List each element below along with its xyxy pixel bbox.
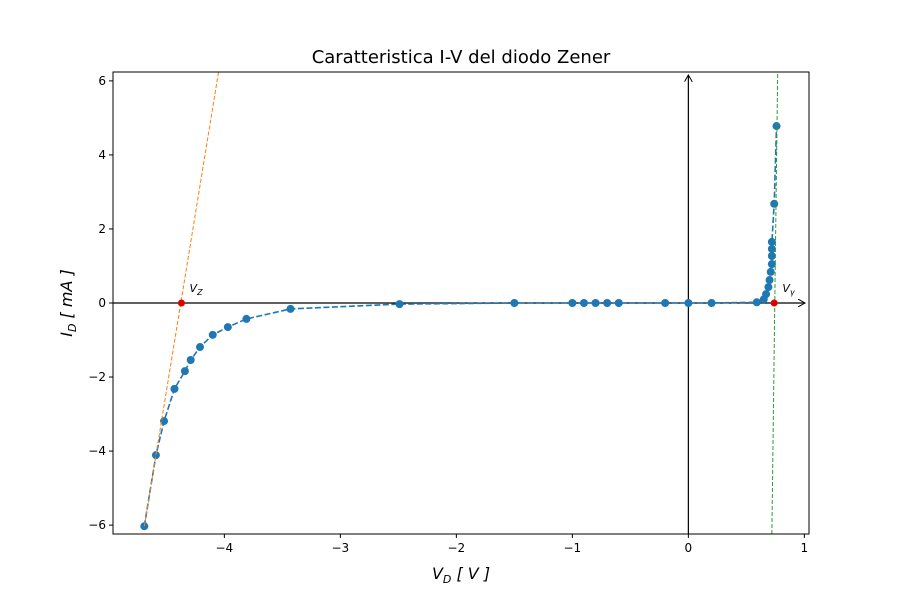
y-axis-label: ID [ mA ] xyxy=(57,269,79,336)
data-point xyxy=(196,343,204,352)
annotation: VZ xyxy=(190,282,204,297)
series-line xyxy=(143,72,220,527)
data-point xyxy=(764,283,773,292)
data-point xyxy=(579,299,588,307)
data-point xyxy=(770,299,778,307)
x-label-rest: [ V ] xyxy=(451,564,490,583)
x-label-main: V xyxy=(432,564,444,583)
data-point xyxy=(772,122,781,131)
data-point xyxy=(591,299,600,307)
data-point xyxy=(762,290,771,299)
data-point xyxy=(286,304,295,313)
y-tick-label: −2 xyxy=(88,370,106,384)
plot-area xyxy=(140,72,781,534)
data-point xyxy=(242,314,251,323)
data-point xyxy=(765,276,774,285)
x-tick-label: 1 xyxy=(801,541,809,555)
y-tick-label: 6 xyxy=(98,74,106,88)
data-point xyxy=(767,260,776,269)
plot-frame xyxy=(112,71,810,535)
y-label-sub: D xyxy=(66,324,79,332)
data-point xyxy=(767,244,776,253)
annotation-sub: Z xyxy=(196,288,203,297)
x-tick-label: −3 xyxy=(332,541,350,555)
y-tick-label: 2 xyxy=(98,222,106,236)
y-tick-label: −4 xyxy=(88,444,106,458)
data-point xyxy=(767,251,776,260)
x-label-sub: D xyxy=(443,573,451,586)
data-point xyxy=(661,299,670,307)
annotation: Vγ xyxy=(782,282,796,297)
chart-title: Caratteristica I-V del diodo Zener xyxy=(312,47,611,68)
data-point xyxy=(186,356,195,365)
y-label-rest: [ mA ] xyxy=(57,269,76,323)
data-point xyxy=(770,199,779,208)
annotation-sub: γ xyxy=(790,288,796,297)
x-tick-label: 0 xyxy=(685,541,693,555)
y-tick-label: −6 xyxy=(88,518,106,532)
annotation-text: V xyxy=(190,282,199,295)
data-point xyxy=(170,384,179,393)
y-tick-label: 4 xyxy=(98,148,106,162)
data-point xyxy=(684,299,693,307)
data-point xyxy=(395,300,404,309)
data-point xyxy=(767,237,776,246)
data-point xyxy=(707,299,716,307)
data-point xyxy=(766,267,775,276)
x-tick-label: −2 xyxy=(448,541,466,555)
y-tick-label: 0 xyxy=(98,296,106,310)
x-tick-label: −1 xyxy=(564,541,582,555)
data-point xyxy=(180,367,189,376)
data-point xyxy=(223,323,232,332)
data-point xyxy=(568,299,577,307)
data-point xyxy=(603,299,612,307)
annotation-text: V xyxy=(782,282,791,295)
x-tick-label: −4 xyxy=(216,541,234,555)
data-point xyxy=(208,330,217,339)
y-label-main: I xyxy=(57,332,76,337)
data-point xyxy=(752,298,761,307)
data-point xyxy=(614,299,623,307)
x-axis-label: VD [ V ] xyxy=(432,564,490,586)
data-point xyxy=(510,299,519,307)
data-point xyxy=(177,299,185,307)
